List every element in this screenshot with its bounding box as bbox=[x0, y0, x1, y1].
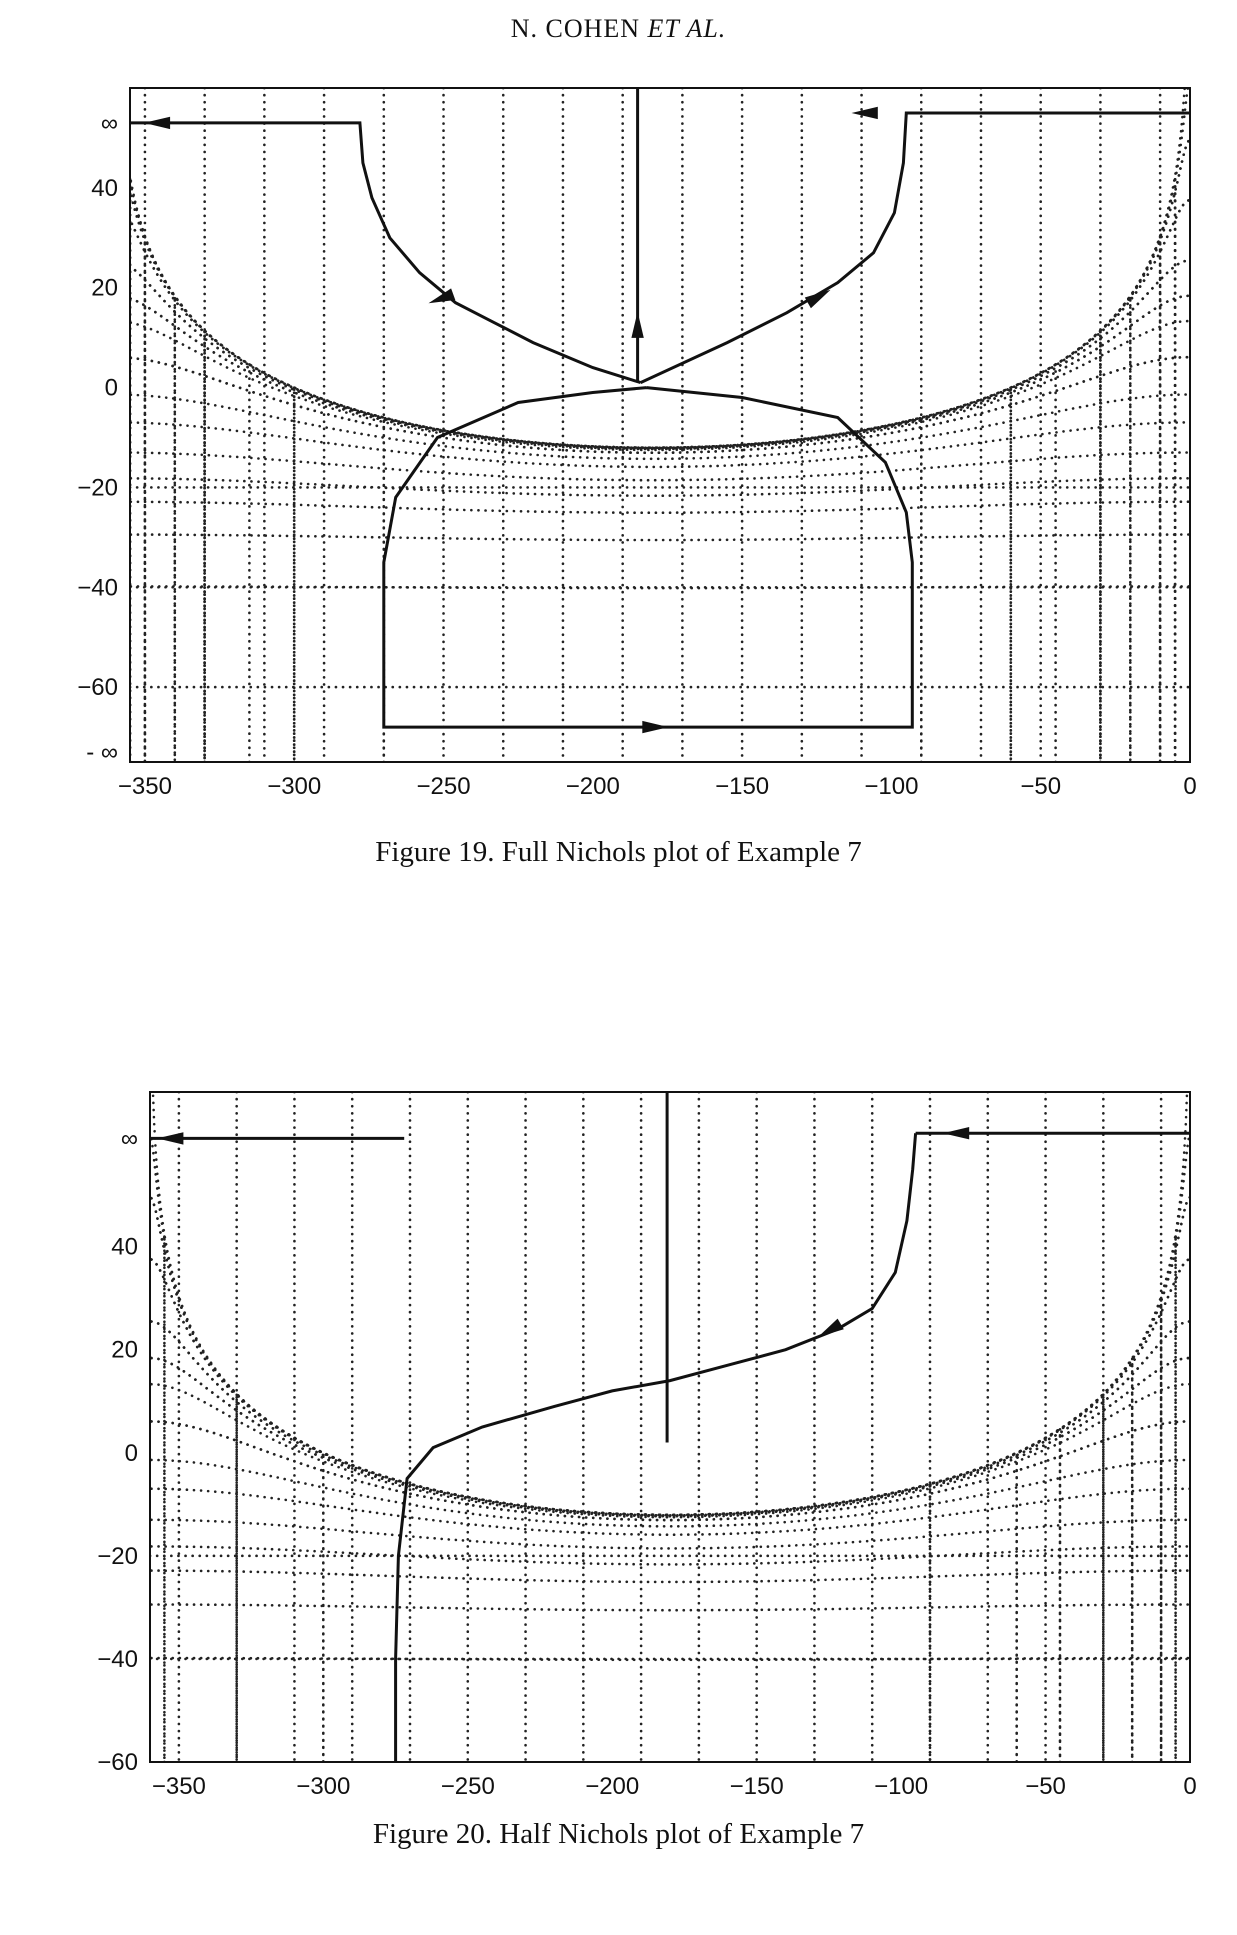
grid-contour bbox=[150, 1382, 1190, 1519]
curve-arrowhead bbox=[817, 1318, 844, 1338]
curve-segment bbox=[130, 121, 642, 385]
x-tick-label: −50 bbox=[1020, 773, 1061, 800]
grid-contour bbox=[130, 294, 1190, 451]
figure-20-chart: −350 −300 −250 −200 −150 −100 −50 0 ∞ 40 20 0 −20 −40… bbox=[97, 1091, 1197, 1800]
x-tick-label: −150 bbox=[715, 773, 769, 800]
nichols-grid bbox=[150, 1092, 1190, 1762]
grid-contour bbox=[150, 1458, 1190, 1528]
curve-arrowhead bbox=[428, 288, 456, 304]
x-tick-label: −350 bbox=[152, 1773, 206, 1800]
y-tick-labels: ∞ 40 20 0 −20 −40 −60 - ∞ bbox=[77, 110, 118, 766]
grid-contour bbox=[150, 1569, 1190, 1584]
y-tick-label: −20 bbox=[77, 474, 118, 501]
x-tick-label: −250 bbox=[416, 773, 470, 800]
grid-contour bbox=[150, 1133, 1190, 1517]
nichols-grid bbox=[130, 88, 1190, 762]
x-tick-label: −200 bbox=[566, 773, 620, 800]
grid-contour bbox=[130, 355, 1190, 454]
page-header: N. COHEN ET AL. bbox=[510, 14, 727, 43]
nichols-curve bbox=[150, 1092, 1190, 1762]
y-tick-label: −40 bbox=[77, 574, 118, 601]
grid-contour bbox=[150, 1603, 1190, 1612]
y-tick-label: ∞ bbox=[101, 110, 118, 137]
y-tick-label: −60 bbox=[97, 1749, 138, 1776]
nichols-curve bbox=[130, 88, 1190, 734]
y-tick-label: 20 bbox=[111, 1337, 138, 1364]
grid-contour bbox=[150, 1195, 1190, 1517]
x-tick-label: 0 bbox=[1183, 773, 1196, 800]
y-tick-label: −40 bbox=[97, 1646, 138, 1673]
y-tick-label: 0 bbox=[125, 1440, 138, 1467]
figure-19-caption: Figure 19. Full Nichols plot of Example … bbox=[375, 836, 862, 868]
grid-contour bbox=[130, 259, 1190, 450]
x-tick-labels: −350 −300 −250 −200 −150 −100 −50 0 bbox=[152, 1773, 1197, 1800]
grid-contour bbox=[130, 294, 1190, 451]
curve-arrowhead bbox=[942, 1127, 970, 1140]
y-tick-label: 40 bbox=[91, 175, 118, 202]
curve-arrowhead bbox=[143, 116, 171, 130]
y-tick-label: 40 bbox=[111, 1234, 138, 1261]
grid-contour bbox=[130, 88, 1186, 449]
grid-contour bbox=[130, 421, 1190, 469]
grid-contour bbox=[130, 259, 1190, 450]
curve-segment bbox=[639, 111, 1190, 384]
x-tick-labels: −350 −300 −250 −200 −150 −100 −50 0 bbox=[118, 773, 1197, 800]
grid-contour bbox=[130, 533, 1190, 542]
grid-contour bbox=[150, 1258, 1190, 1517]
y-tick-label: 0 bbox=[105, 375, 118, 402]
figure-20-caption: Figure 20. Half Nichols plot of Example … bbox=[372, 1818, 865, 1850]
x-tick-label: −250 bbox=[441, 1773, 495, 1800]
curve-arrowhead bbox=[851, 106, 878, 120]
grid-contour bbox=[130, 138, 1190, 449]
plot-frame bbox=[149, 1091, 1191, 1763]
x-tick-label: −300 bbox=[267, 773, 321, 800]
x-tick-label: 0 bbox=[1183, 1773, 1196, 1800]
grid-contour bbox=[130, 138, 1190, 449]
grid-contour bbox=[151, 1092, 1189, 1517]
curve-arrowhead bbox=[631, 311, 644, 338]
x-tick-label: −350 bbox=[118, 773, 172, 800]
curve-segment bbox=[394, 1133, 918, 1762]
grid-contour bbox=[150, 1420, 1190, 1522]
x-tick-label: −100 bbox=[874, 1773, 928, 1800]
x-tick-label: −300 bbox=[296, 1773, 350, 1800]
curve-arrowhead bbox=[642, 720, 669, 734]
curve-arrowhead bbox=[804, 289, 831, 309]
grid-contour bbox=[150, 1320, 1190, 1517]
grid-contour bbox=[150, 1195, 1190, 1517]
grid-contour bbox=[130, 500, 1190, 514]
grid-contour bbox=[150, 1545, 1190, 1566]
grid-contour bbox=[130, 198, 1190, 450]
y-tick-label: ∞ bbox=[121, 1125, 138, 1152]
y-tick-labels: ∞ 40 20 0 −20 −40 −60 bbox=[97, 1125, 138, 1776]
grid-contour bbox=[150, 1320, 1190, 1517]
y-tick-label: −20 bbox=[97, 1543, 138, 1570]
grid-contour bbox=[130, 585, 1190, 590]
curve-arrowhead bbox=[157, 1132, 184, 1145]
x-tick-label: −100 bbox=[864, 773, 918, 800]
x-tick-label: −200 bbox=[585, 1773, 639, 1800]
figure-19-chart: −350 −300 −250 −200 −150 −100 −50 0 ∞ 40 20 0 −20 −40… bbox=[77, 87, 1197, 800]
grid-contour bbox=[150, 1518, 1190, 1550]
grid-contour bbox=[130, 198, 1190, 450]
y-tick-label: - ∞ bbox=[86, 739, 118, 766]
y-tick-label: −60 bbox=[77, 674, 118, 701]
y-tick-label: 20 bbox=[91, 275, 118, 302]
grid-contour bbox=[130, 355, 1190, 454]
grid-contour bbox=[150, 1258, 1190, 1517]
plot-frame bbox=[129, 87, 1191, 763]
x-tick-label: −50 bbox=[1025, 1773, 1066, 1800]
x-tick-label: −150 bbox=[730, 1773, 784, 1800]
grid-contour bbox=[130, 88, 1190, 449]
grid-contour bbox=[130, 477, 1190, 497]
grid-contour bbox=[150, 1420, 1190, 1522]
